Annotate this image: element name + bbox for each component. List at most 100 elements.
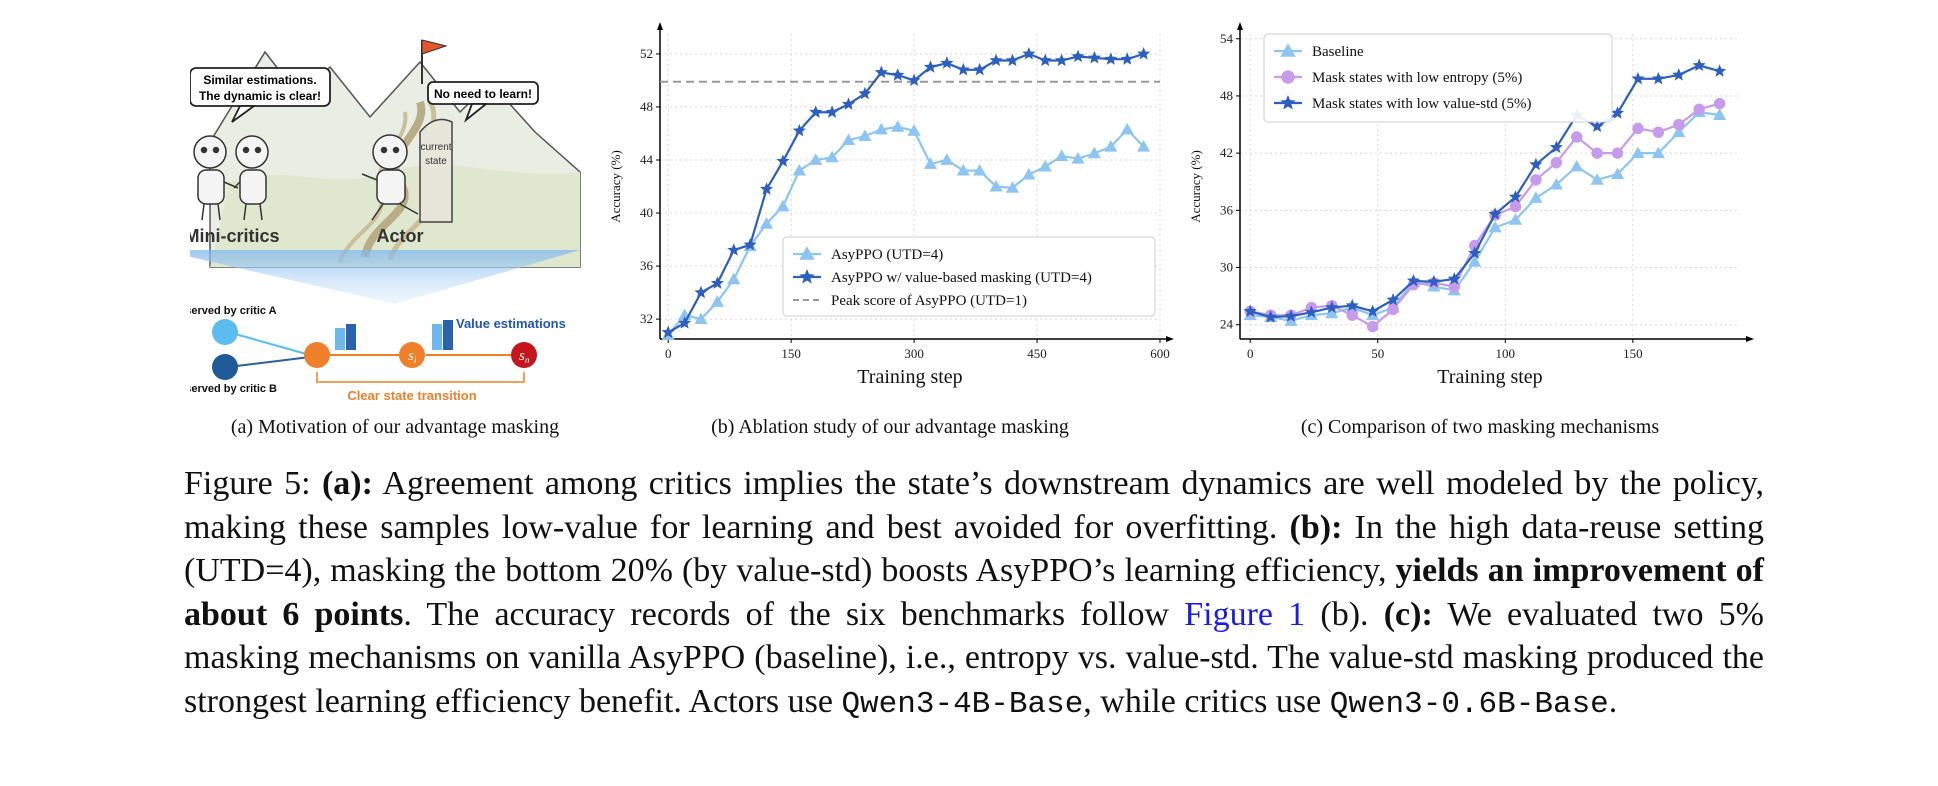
series-line: [1249, 102, 1720, 328]
caption-b-text3: (b).: [1305, 595, 1384, 633]
caption-b-text2: . The accuracy records of the six benchm…: [403, 595, 1185, 633]
series-0: [1243, 105, 1727, 326]
legend-marker: [1281, 70, 1295, 84]
x-tick-label: 150: [1623, 346, 1643, 361]
robot-critic-1: [193, 135, 239, 221]
caption-b-tag: (b):: [1289, 508, 1343, 546]
data-point: [1631, 71, 1645, 85]
data-point: [678, 316, 692, 329]
data-point: [1005, 181, 1020, 193]
data-point: [1387, 303, 1399, 316]
data-point: [891, 120, 905, 132]
data-point: [1571, 131, 1583, 143]
figure-label: Figure 5:: [184, 465, 311, 502]
data-point: [694, 285, 708, 299]
caption-b-text1: In the high data-reuse setting (UTD=4), …: [184, 508, 1765, 590]
series-2: [1243, 58, 1727, 323]
data-point: [1264, 310, 1278, 323]
data-point: [1591, 147, 1603, 159]
data-point: [1610, 167, 1625, 180]
sign-line1: current: [420, 142, 451, 153]
figure-caption: Figure 5: (a): Agreement among critics i…: [184, 462, 1764, 726]
data-point: [1345, 298, 1359, 312]
x-tick-label: 150: [781, 346, 801, 361]
state-sn-node: [511, 342, 537, 368]
y-tick-label: 30: [1220, 260, 1233, 275]
data-point: [1509, 200, 1522, 213]
data-point: [661, 325, 675, 338]
data-point: [1632, 122, 1644, 135]
value-bar-a2: [346, 324, 356, 350]
speech-bubble-left: [189, 67, 331, 107]
data-point: [1038, 53, 1052, 67]
data-point: [858, 86, 872, 100]
data-point: [923, 60, 938, 73]
data-point: [1651, 146, 1665, 159]
legend-label: Mask states with low entropy (5%): [1312, 70, 1522, 86]
data-point: [1304, 305, 1318, 318]
caption-a-text: Agreement among critics implies the stat…: [184, 465, 1764, 546]
data-point: [1651, 71, 1665, 85]
data-point: [989, 53, 1003, 67]
data-point: [694, 312, 708, 325]
panel-a-illustration: Similar estimations. The dynamic is clea…: [160, 22, 600, 417]
data-point: [1713, 64, 1727, 77]
bubble-left-line1: Similar estimations.: [203, 73, 316, 87]
caption-c-tag: (c):: [1383, 595, 1433, 633]
y-tick-label: 48: [1220, 88, 1233, 103]
data-point: [1038, 160, 1052, 172]
data-point: [1386, 293, 1400, 306]
data-point: [1673, 118, 1685, 131]
caption-c: (c) Comparison of two masking mechanisms: [1300, 416, 1660, 438]
data-point: [1549, 177, 1563, 190]
data-point: [759, 217, 774, 229]
y-axis-label: Accuracy (%): [1188, 150, 1203, 223]
data-point: [973, 163, 987, 176]
data-point: [1346, 309, 1358, 321]
critic-a-node: [212, 319, 238, 345]
data-point: [1087, 50, 1101, 64]
node-si-label: si: [408, 348, 417, 365]
ablation-chart: 32 36 40 44 48 52 0 150 300 450 600 Training step Ac…: [608, 22, 1174, 388]
value-estimations-label: Value estimations: [456, 316, 566, 331]
series-1: [661, 46, 1151, 338]
x-tick-label: 0: [1247, 346, 1254, 361]
caption-c-text1: We evaluated two 5% masking mechanisms o…: [184, 595, 1764, 720]
data-point: [956, 62, 970, 76]
legend-label: AsyPPO (UTD=4): [831, 247, 943, 263]
data-point: [1692, 58, 1706, 72]
observed-critic-b: Observed by critic B: [190, 383, 277, 395]
y-tick-label: 48: [640, 99, 653, 114]
data-point: [727, 243, 741, 256]
data-point: [989, 179, 1003, 192]
data-point: [1055, 149, 1069, 161]
data-point: [792, 123, 806, 137]
data-point: [874, 122, 888, 135]
y-tick-label: 24: [1220, 317, 1234, 332]
legend: Baseline Mask states with low entropy (5%…: [1263, 33, 1613, 123]
data-point: [1550, 156, 1563, 169]
y-tick-label: 36: [640, 258, 654, 273]
data-point: [1693, 103, 1705, 115]
data-point: [1137, 140, 1151, 152]
figure-1-link[interactable]: Figure 1: [1184, 595, 1306, 633]
data-point: [1325, 306, 1339, 319]
y-axis-arrow: [657, 22, 663, 30]
x-tick-label: 50: [1371, 346, 1384, 361]
model-actor-name: Qwen3-4B-Base: [841, 686, 1084, 722]
sign-line2: state: [425, 156, 447, 167]
masking-comparison-chart: 24 30 36 42 48 54 0 50 100 150 Training step Accura…: [1188, 22, 1754, 388]
legend-label: Peak score of AsyPPO (UTD=1): [831, 293, 1027, 309]
x-axis-label: Training step: [857, 366, 962, 388]
caption-b-bold: yields an improvement of about 6 points: [184, 552, 1764, 633]
data-point: [1284, 309, 1298, 322]
data-point: [825, 105, 839, 118]
data-point: [1104, 140, 1118, 152]
data-point: [1447, 272, 1461, 285]
legend-box: [782, 236, 1156, 317]
data-point: [1427, 274, 1441, 288]
legend-marker: [799, 246, 815, 260]
value-bar-a1: [335, 328, 345, 350]
data-point: [1508, 190, 1523, 203]
x-tick-label: 0: [665, 346, 672, 361]
